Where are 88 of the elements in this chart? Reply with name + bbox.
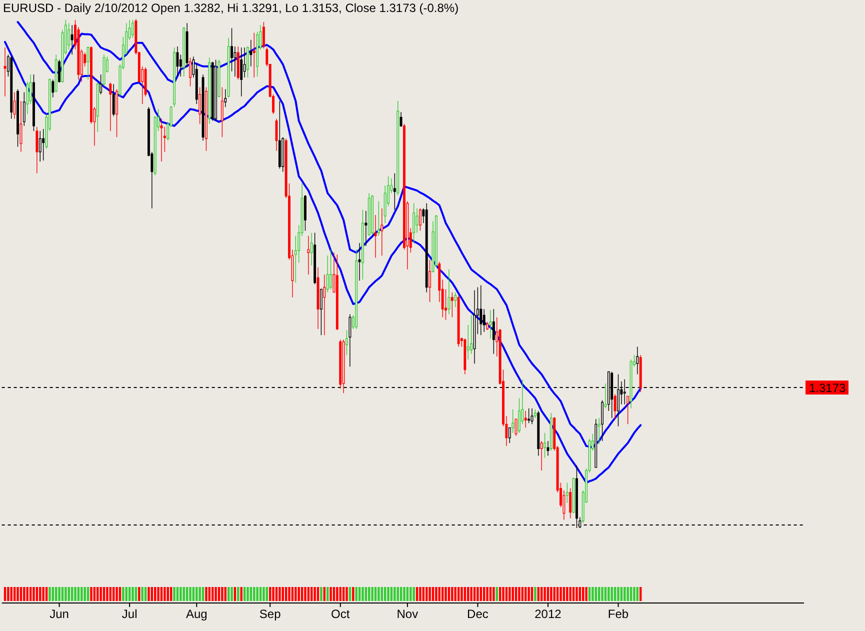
candlestick — [425, 202, 428, 293]
x-tick-label: Feb — [608, 607, 629, 621]
candlestick — [240, 47, 243, 97]
candlestick — [186, 22, 188, 68]
candlestick — [132, 20, 134, 38]
x-tick-label: 2012 — [534, 607, 562, 621]
x-tick-label: Sep — [259, 607, 282, 621]
candlestick — [537, 410, 540, 456]
candlestick — [214, 59, 218, 122]
candlestick — [489, 310, 492, 339]
candlestick — [176, 46, 179, 77]
candlestick — [524, 410, 527, 428]
candlestick — [464, 338, 466, 375]
candlestick — [275, 118, 278, 152]
candlestick — [236, 46, 240, 80]
candlestick — [54, 54, 58, 93]
candlestick — [358, 242, 361, 281]
candlestick — [355, 249, 358, 330]
x-tick-label: Jun — [50, 607, 69, 621]
candlestick — [314, 232, 316, 285]
candlestick — [252, 32, 256, 78]
candlestick — [304, 194, 306, 232]
candlestick — [400, 112, 402, 128]
candlestick — [182, 26, 186, 77]
x-tick-label: Aug — [186, 607, 208, 621]
candlestick — [109, 82, 112, 132]
candlestick — [36, 126, 38, 174]
x-tick-label: Jul — [122, 607, 138, 621]
x-tick-label: Oct — [331, 607, 350, 621]
candlestick — [480, 284, 482, 336]
candlestick — [569, 488, 572, 519]
candlestick — [418, 208, 422, 232]
candlestick — [473, 290, 476, 364]
candlestick — [374, 214, 377, 258]
candlestick — [339, 339, 342, 389]
candlestick — [639, 354, 642, 392]
chart-title: EURUSD - Daily 2/10/2012 Open 1.3282, Hi 1.3291, Lo 1.3153, Close 1.3173 (-0.8%) — [3, 1, 459, 15]
candlestick — [202, 74, 204, 141]
candlestick — [454, 292, 457, 308]
candlestick — [364, 210, 368, 246]
candlestick — [336, 254, 338, 330]
candlestick — [38, 130, 42, 162]
candlestick — [10, 56, 13, 120]
candlestick — [189, 57, 192, 87]
candlestick — [316, 267, 320, 330]
candlestick — [160, 118, 163, 162]
text: 1.3173 — [809, 381, 846, 396]
candlestick — [227, 37, 230, 98]
candlestick — [550, 412, 552, 451]
candlestick — [371, 194, 374, 236]
candlestick — [362, 210, 364, 280]
candlestick — [307, 235, 310, 275]
candlestick — [530, 408, 534, 425]
x-tick-label: Dec — [467, 607, 488, 621]
candlestick — [396, 100, 400, 196]
candlestick — [594, 418, 598, 468]
candlestick — [448, 269, 450, 315]
candlestick — [246, 46, 249, 78]
candlestick — [52, 79, 54, 98]
candlestick — [32, 74, 35, 132]
candlestick — [262, 22, 265, 49]
candlestick — [572, 477, 575, 514]
candlestick — [457, 295, 460, 348]
candlestick — [278, 100, 281, 169]
candlestick — [528, 408, 530, 424]
candlestick — [42, 128, 45, 161]
candlestick — [112, 84, 115, 117]
candlestick — [636, 346, 639, 375]
candlestick — [330, 249, 332, 290]
candlestick — [58, 59, 61, 83]
candlestick — [393, 172, 396, 210]
candlestick — [86, 46, 90, 80]
candlestick — [412, 202, 416, 244]
candlestick — [614, 394, 616, 420]
candlestick — [348, 314, 352, 367]
candlestick — [4, 47, 6, 97]
candlestick — [250, 40, 252, 67]
candlestick — [70, 24, 74, 55]
candlestick — [16, 88, 20, 148]
candlestick — [211, 61, 214, 122]
candlestick — [13, 92, 16, 120]
x-tick-label: Nov — [396, 607, 418, 621]
candlestick — [492, 308, 495, 354]
candlestick — [220, 86, 224, 138]
candlestick — [198, 86, 202, 124]
candlestick — [546, 440, 550, 456]
candlestick — [368, 192, 370, 236]
candlestick — [450, 292, 454, 318]
